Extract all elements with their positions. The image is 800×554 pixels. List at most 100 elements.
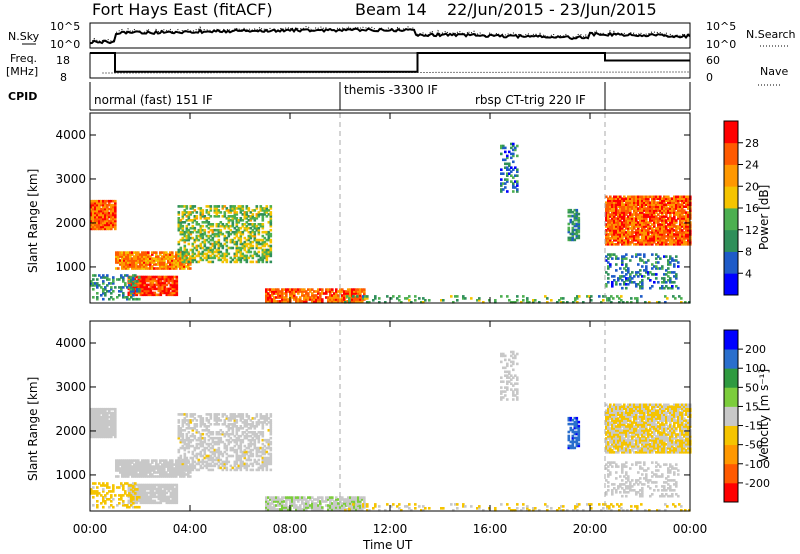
velocity-cell (104, 407, 107, 411)
power-cell (673, 211, 676, 214)
velocity-cell (175, 495, 179, 499)
power-cell (569, 220, 573, 224)
velocity-cell (159, 465, 162, 468)
power-cell (149, 267, 152, 270)
power-cell (651, 211, 654, 214)
velocity-cell (133, 495, 137, 499)
power-cell (619, 217, 622, 220)
power-cell (673, 203, 676, 206)
velocity-cell (155, 495, 159, 499)
power-cell (633, 217, 636, 220)
velocity-cell (145, 485, 149, 489)
power-cell (209, 234, 213, 238)
power-cell (169, 283, 173, 287)
velocity-cell (127, 499, 131, 503)
power-cell (245, 256, 249, 260)
velocity-cell (259, 466, 263, 470)
power-cell (641, 203, 644, 206)
velocity-cell (249, 458, 253, 462)
velocity-cell (135, 475, 138, 478)
power-cell (92, 205, 95, 209)
velocity-cell (183, 460, 187, 464)
nsearch-label: N.Search (746, 28, 796, 41)
power-cell (137, 279, 141, 283)
power-cell (120, 276, 123, 279)
power-cell (183, 211, 187, 214)
velocity-cell (277, 508, 280, 511)
velocity-cell (233, 425, 237, 428)
power-cell (677, 211, 680, 214)
velocity-cell (169, 475, 172, 478)
power-cell (145, 293, 149, 297)
power-cell (247, 236, 251, 240)
power-cell (239, 226, 243, 230)
power-cell (173, 285, 177, 289)
power-cell (611, 209, 614, 212)
power-cell (237, 246, 241, 250)
power-cell (149, 277, 153, 281)
power-cell (335, 288, 338, 291)
velocity-cell (169, 473, 172, 476)
power-cell (291, 294, 294, 297)
power-cell (573, 238, 577, 242)
velocity-cell (135, 471, 138, 474)
power-cell (181, 215, 185, 218)
power-cell (569, 236, 573, 240)
velocity-cell (131, 499, 135, 503)
power-cell (195, 248, 199, 252)
power-cell (639, 241, 642, 244)
power-cell (241, 219, 245, 222)
velocity-cell (149, 469, 152, 472)
power-cell (571, 220, 575, 224)
velocity-cell (157, 493, 161, 497)
power-cell (169, 265, 172, 268)
power-cell (211, 244, 215, 248)
power-cell (675, 235, 678, 238)
velocity-cell (193, 434, 197, 438)
power-cell (257, 226, 261, 230)
power-cell (611, 215, 614, 218)
power-cell (243, 240, 247, 244)
power-cell (259, 205, 263, 208)
power-cell (235, 213, 239, 216)
power-cell (321, 292, 324, 295)
velocity-cell (329, 502, 332, 505)
power-cell (205, 224, 209, 228)
power-cell (649, 207, 652, 210)
power-cell (625, 197, 628, 200)
velocity-cell (257, 438, 261, 442)
power-cell (295, 298, 298, 301)
power-cell (163, 263, 166, 266)
power-cell (641, 283, 644, 286)
velocity-cell (229, 454, 233, 458)
power-cell (167, 253, 170, 256)
power-cell (106, 274, 109, 277)
power-cell (94, 211, 97, 215)
power-cell (141, 287, 145, 291)
power-cell (631, 223, 634, 226)
power-cell (157, 279, 161, 283)
velocity-cell (269, 460, 273, 464)
velocity-cell (201, 460, 205, 464)
power-cell (661, 209, 664, 212)
velocity-cell (167, 501, 171, 505)
velocity-cell (331, 496, 334, 499)
velocity-cell (263, 415, 267, 418)
velocity-cell (143, 469, 146, 472)
power-cell (606, 297, 609, 300)
velocity-cell (253, 431, 257, 434)
velocity-cell (153, 485, 157, 489)
velocity-cell (221, 432, 225, 436)
power-cell (102, 205, 105, 209)
power-cell (659, 217, 662, 220)
velocity-cell (207, 456, 211, 460)
power-cell (649, 219, 652, 222)
power-cell (571, 210, 575, 214)
velocity-cell (309, 498, 312, 501)
power-cell (637, 235, 640, 238)
velocity-cell (195, 425, 199, 428)
power-cell (649, 217, 652, 220)
power-cell (663, 209, 666, 212)
power-cell (315, 300, 318, 303)
power-cell (219, 224, 223, 228)
